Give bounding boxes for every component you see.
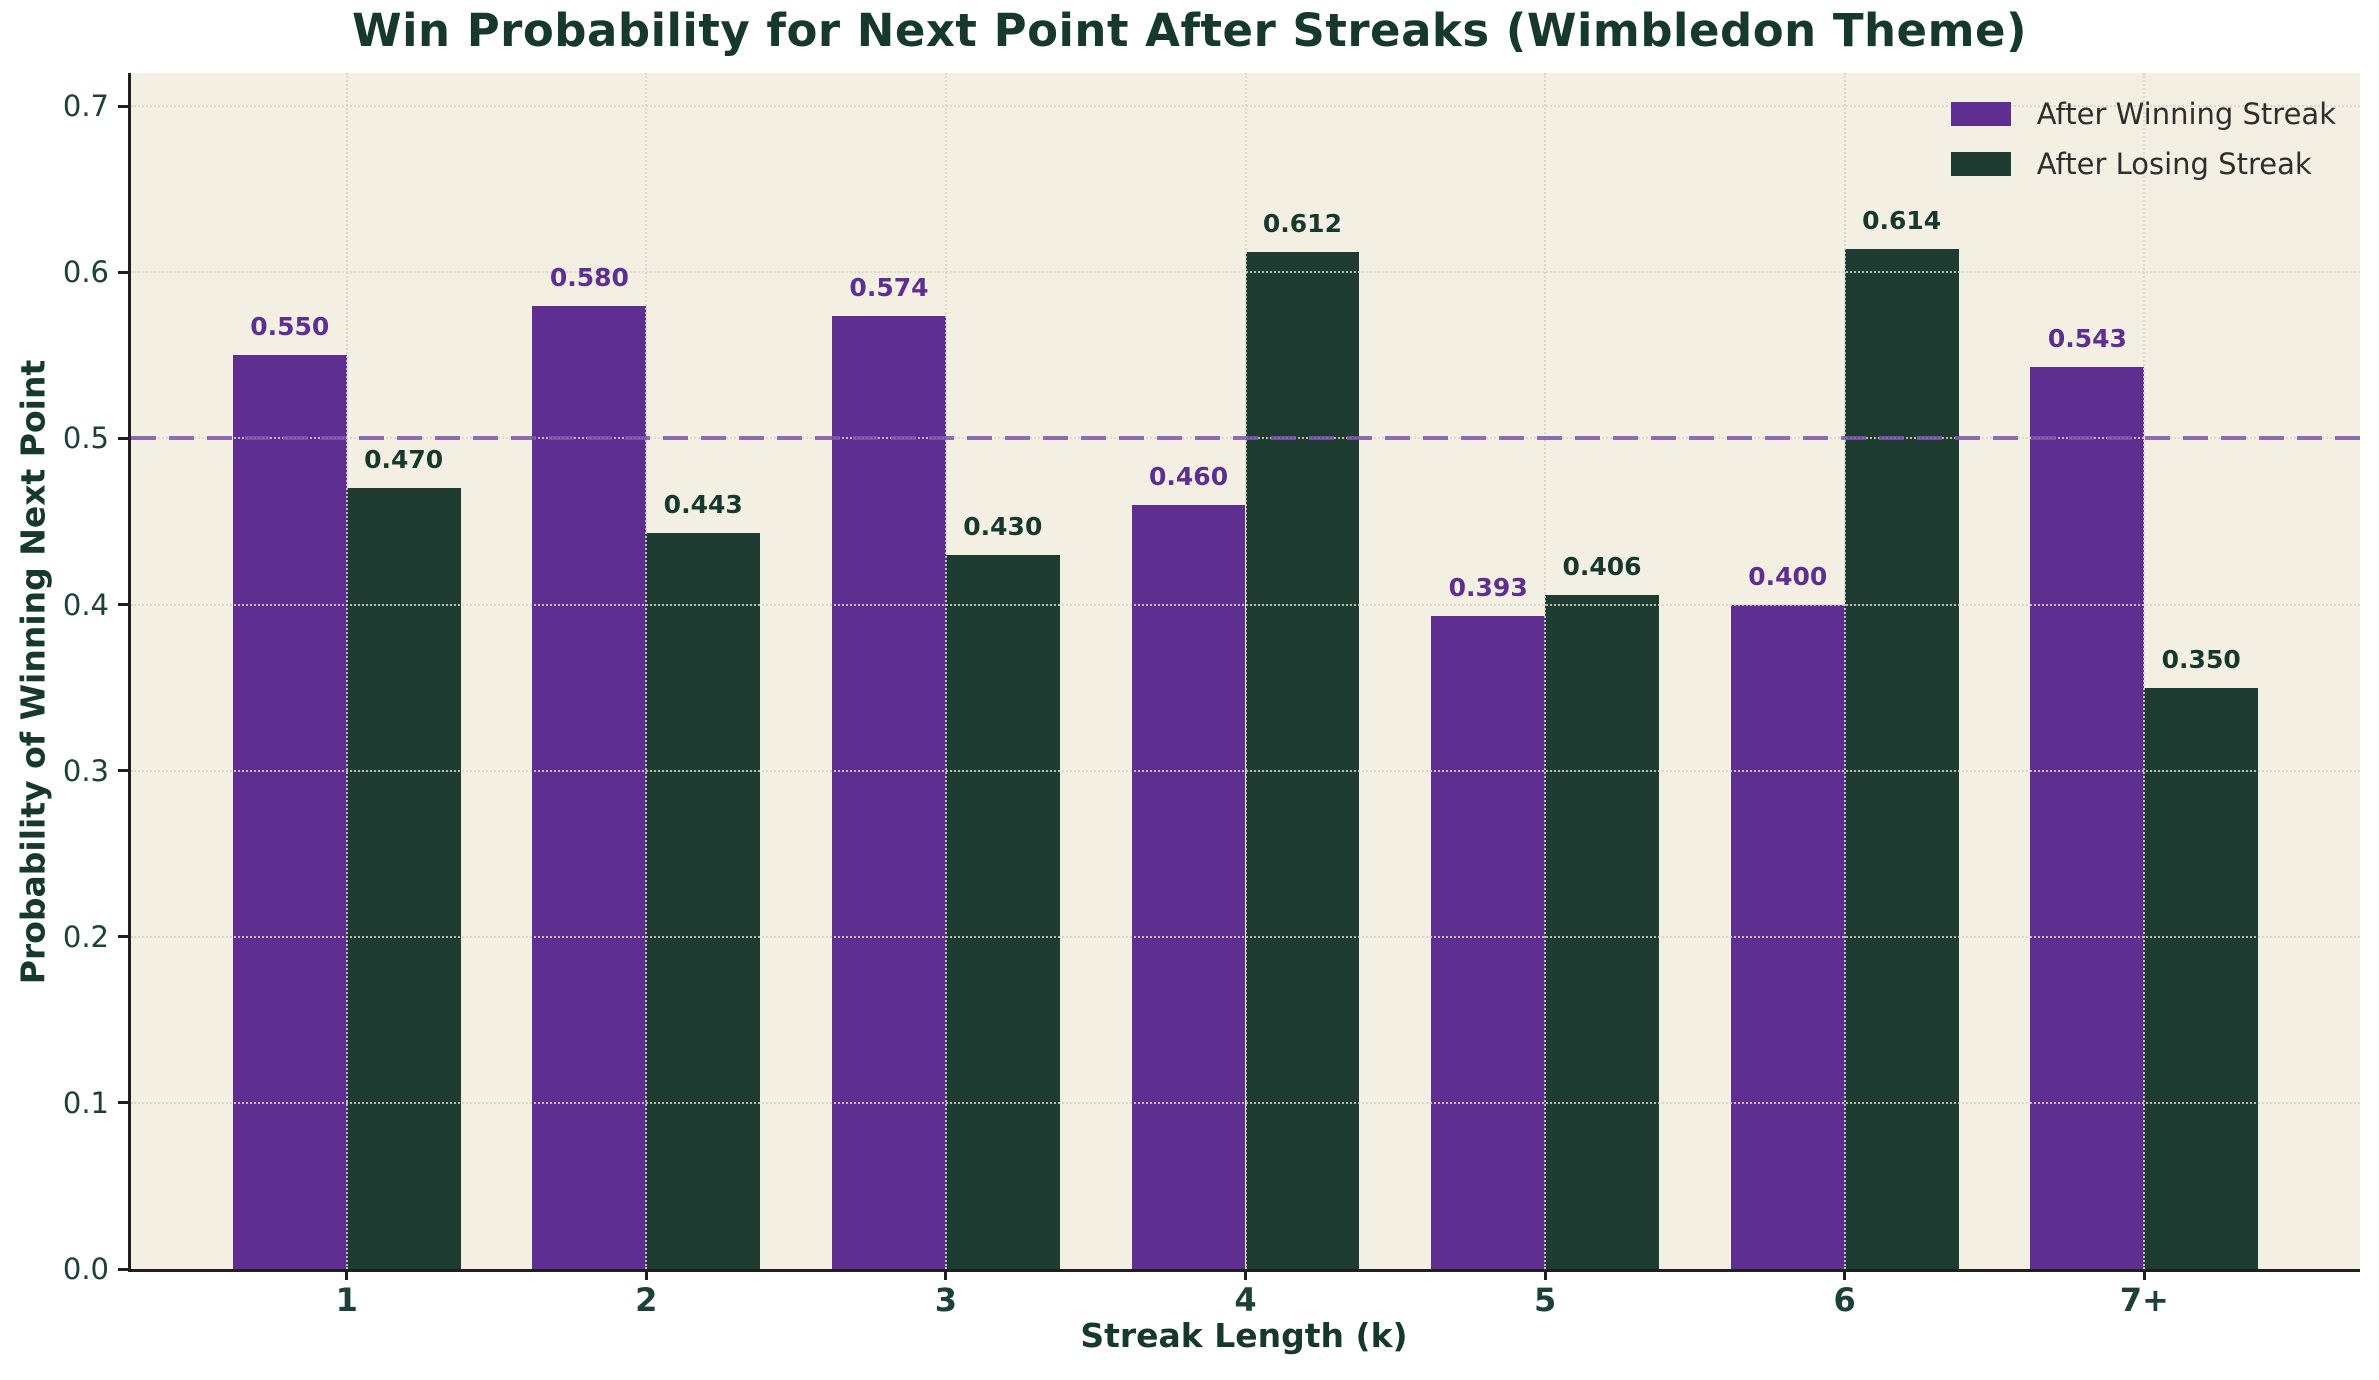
x-tick-label: 5 bbox=[1533, 1281, 1557, 1319]
x-tick-label: 4 bbox=[1234, 1281, 1257, 1319]
legend-swatch-icon bbox=[1950, 102, 2011, 126]
y-axis-title: Probability of Winning Next Point bbox=[13, 359, 53, 985]
y-tick-label: 0.1 bbox=[62, 1085, 109, 1120]
y-tick-label: 0.0 bbox=[62, 1252, 109, 1286]
bar-value-label: 0.460 bbox=[1149, 461, 1229, 491]
x-tick-label: 1 bbox=[335, 1281, 358, 1319]
legend-row: After Losing Streak bbox=[1950, 147, 2336, 181]
bar bbox=[945, 554, 1060, 1269]
bar bbox=[1131, 504, 1246, 1269]
bar-value-label: 0.443 bbox=[663, 490, 743, 520]
x-tick-mark bbox=[1843, 1272, 1847, 1280]
y-tick-mark bbox=[118, 769, 128, 773]
y-tick-label: 0.4 bbox=[62, 587, 109, 622]
x-tick-mark bbox=[1244, 1272, 1247, 1280]
legend: After Winning Streak After Losing Streak bbox=[1950, 97, 2336, 181]
x-tick-label: 2 bbox=[635, 1281, 658, 1319]
bar bbox=[1245, 252, 1360, 1269]
x-axis-title: Streak Length (k) bbox=[1080, 1316, 1408, 1355]
bar-value-label: 0.612 bbox=[1262, 209, 1342, 239]
bar-value-label: 0.393 bbox=[1448, 573, 1528, 603]
bar bbox=[2030, 367, 2145, 1269]
y-tick-label: 0.3 bbox=[62, 753, 109, 788]
y-tick-mark bbox=[118, 935, 128, 939]
legend-label: After Losing Streak bbox=[2036, 147, 2312, 181]
x-tick-label: 7+ bbox=[2119, 1281, 2169, 1319]
bar bbox=[1545, 594, 1659, 1269]
legend-label: After Winning Streak bbox=[2036, 97, 2336, 131]
bar bbox=[2144, 687, 2259, 1269]
bar-value-label: 0.350 bbox=[2161, 644, 2241, 674]
chart-title: Win Probability for Next Point After Str… bbox=[351, 4, 2028, 57]
x-tick-mark bbox=[345, 1272, 349, 1280]
bar bbox=[1730, 604, 1845, 1269]
x-tick-mark bbox=[944, 1272, 948, 1280]
y-tick-mark bbox=[118, 104, 128, 108]
x-tick-label: 6 bbox=[1833, 1281, 1856, 1319]
y-tick-label: 0.2 bbox=[62, 919, 109, 954]
bar-value-label: 0.614 bbox=[1862, 206, 1942, 236]
bar-value-label: 0.580 bbox=[549, 262, 629, 292]
legend-row: After Winning Streak bbox=[1950, 97, 2336, 131]
bar-value-label: 0.543 bbox=[2047, 324, 2127, 354]
bar bbox=[532, 305, 647, 1269]
x-tick-label: 3 bbox=[934, 1281, 958, 1319]
bar-value-label: 0.470 bbox=[364, 445, 444, 475]
y-tick-mark bbox=[118, 603, 128, 607]
y-tick-mark bbox=[118, 270, 128, 274]
bar bbox=[646, 533, 761, 1269]
bar-value-label: 0.550 bbox=[250, 312, 330, 342]
bar bbox=[832, 315, 946, 1269]
y-tick-mark bbox=[118, 1267, 128, 1271]
bar bbox=[1844, 249, 1959, 1269]
bar bbox=[232, 355, 347, 1269]
bar bbox=[1431, 616, 1546, 1269]
y-tick-label: 0.7 bbox=[62, 89, 109, 124]
x-tick-mark bbox=[1543, 1272, 1547, 1280]
y-tick-label: 0.5 bbox=[62, 421, 109, 456]
bar-value-label: 0.574 bbox=[849, 272, 929, 302]
y-tick-mark bbox=[118, 436, 128, 440]
bar bbox=[346, 488, 461, 1269]
y-tick-mark bbox=[118, 1101, 128, 1105]
bar-value-label: 0.430 bbox=[963, 511, 1043, 541]
y-tick-label: 0.6 bbox=[62, 255, 109, 290]
legend-swatch-icon bbox=[1950, 152, 2011, 176]
bar-value-label: 0.400 bbox=[1748, 561, 1828, 591]
x-tick-mark bbox=[2142, 1272, 2146, 1280]
plot-area: After Winning Streak After Losing Streak … bbox=[63, 73, 2360, 1319]
bar-value-label: 0.406 bbox=[1562, 551, 1642, 581]
x-tick-mark bbox=[644, 1272, 648, 1280]
